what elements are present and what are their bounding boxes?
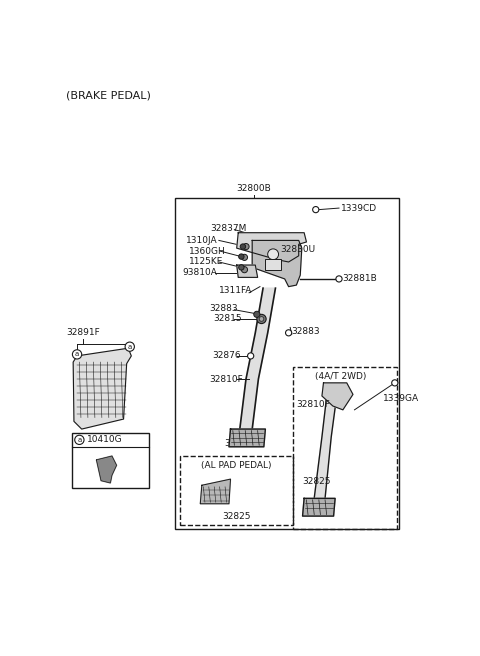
Text: 1360GH: 1360GH <box>190 247 226 256</box>
Circle shape <box>392 380 398 386</box>
Polygon shape <box>73 348 132 429</box>
Polygon shape <box>314 390 337 499</box>
Bar <box>265 259 281 270</box>
Circle shape <box>241 255 248 260</box>
Circle shape <box>72 350 82 359</box>
Polygon shape <box>237 265 258 277</box>
Text: 32830U: 32830U <box>280 245 315 254</box>
Polygon shape <box>322 383 353 410</box>
Circle shape <box>286 330 292 336</box>
Text: 32876: 32876 <box>212 352 240 360</box>
Bar <box>292 367 397 529</box>
Text: (BRAKE PEDAL): (BRAKE PEDAL) <box>66 91 151 100</box>
Text: 32810F: 32810F <box>296 400 330 409</box>
Text: a: a <box>128 344 132 350</box>
Polygon shape <box>240 288 276 429</box>
Circle shape <box>239 264 244 270</box>
Bar <box>180 456 292 525</box>
Circle shape <box>254 311 260 318</box>
Text: 1125KE: 1125KE <box>190 257 224 266</box>
Circle shape <box>75 435 84 445</box>
Text: 93810A: 93810A <box>182 268 217 277</box>
Bar <box>175 198 399 529</box>
Polygon shape <box>200 479 230 504</box>
Circle shape <box>257 314 266 323</box>
Polygon shape <box>302 499 335 516</box>
Bar <box>72 433 149 488</box>
Text: (4A/T 2WD): (4A/T 2WD) <box>315 372 367 381</box>
Polygon shape <box>96 456 117 483</box>
Circle shape <box>248 353 254 359</box>
Text: 32815: 32815 <box>214 314 242 323</box>
Circle shape <box>125 342 134 352</box>
Polygon shape <box>237 233 306 262</box>
Text: 32883: 32883 <box>291 327 320 336</box>
Circle shape <box>239 254 244 259</box>
Text: 32825: 32825 <box>224 439 252 448</box>
Text: a: a <box>77 437 82 443</box>
Text: (AL PAD PEDAL): (AL PAD PEDAL) <box>201 461 272 470</box>
Circle shape <box>312 207 319 213</box>
Text: 10410G: 10410G <box>87 436 123 444</box>
Circle shape <box>243 243 249 250</box>
Text: 32825: 32825 <box>302 477 330 486</box>
Polygon shape <box>229 429 265 447</box>
Circle shape <box>241 266 248 273</box>
Text: 1339CD: 1339CD <box>340 203 377 213</box>
Circle shape <box>259 317 264 321</box>
Circle shape <box>268 249 278 260</box>
Text: 32800B: 32800B <box>236 184 271 193</box>
Text: 32883: 32883 <box>209 304 238 313</box>
Text: 32881B: 32881B <box>342 274 377 283</box>
Text: 1310JA: 1310JA <box>186 236 217 245</box>
Circle shape <box>240 244 246 249</box>
Text: a: a <box>75 352 79 358</box>
Polygon shape <box>252 240 302 287</box>
Text: 32825: 32825 <box>222 512 251 522</box>
Text: 32837M: 32837M <box>211 224 247 233</box>
Text: 32810F: 32810F <box>209 375 242 384</box>
Text: 1311FA: 1311FA <box>219 286 252 295</box>
Circle shape <box>336 276 342 282</box>
Text: 1339GA: 1339GA <box>383 394 419 403</box>
Text: 32891F: 32891F <box>66 329 100 337</box>
